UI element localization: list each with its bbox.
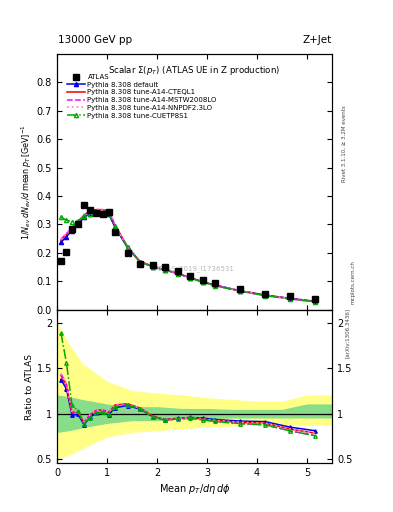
Text: mcplots.cern.ch: mcplots.cern.ch xyxy=(351,260,356,304)
Text: Rivet 3.1.10, ≥ 3.2M events: Rivet 3.1.10, ≥ 3.2M events xyxy=(342,105,347,182)
Text: Z+Jet: Z+Jet xyxy=(302,35,331,45)
Text: ATLAS_2019_I1736531: ATLAS_2019_I1736531 xyxy=(154,265,235,272)
Text: Scalar $\Sigma(p_T)$ (ATLAS UE in Z production): Scalar $\Sigma(p_T)$ (ATLAS UE in Z prod… xyxy=(108,64,281,77)
Legend: ATLAS, Pythia 8.308 default, Pythia 8.308 tune-A14-CTEQL1, Pythia 8.308 tune-A14: ATLAS, Pythia 8.308 default, Pythia 8.30… xyxy=(66,73,218,120)
Y-axis label: $1/N_{ev}\,dN_{ev}/d\,\mathrm{mean}\,p_T\,[\mathrm{GeV}]^{-1}$: $1/N_{ev}\,dN_{ev}/d\,\mathrm{mean}\,p_T… xyxy=(20,124,34,240)
Y-axis label: Ratio to ATLAS: Ratio to ATLAS xyxy=(25,354,34,419)
X-axis label: Mean $p_T/d\eta\,d\phi$: Mean $p_T/d\eta\,d\phi$ xyxy=(159,482,230,497)
Text: [arXiv:1306.3436]: [arXiv:1306.3436] xyxy=(345,308,350,358)
Text: 13000 GeV pp: 13000 GeV pp xyxy=(58,35,132,45)
